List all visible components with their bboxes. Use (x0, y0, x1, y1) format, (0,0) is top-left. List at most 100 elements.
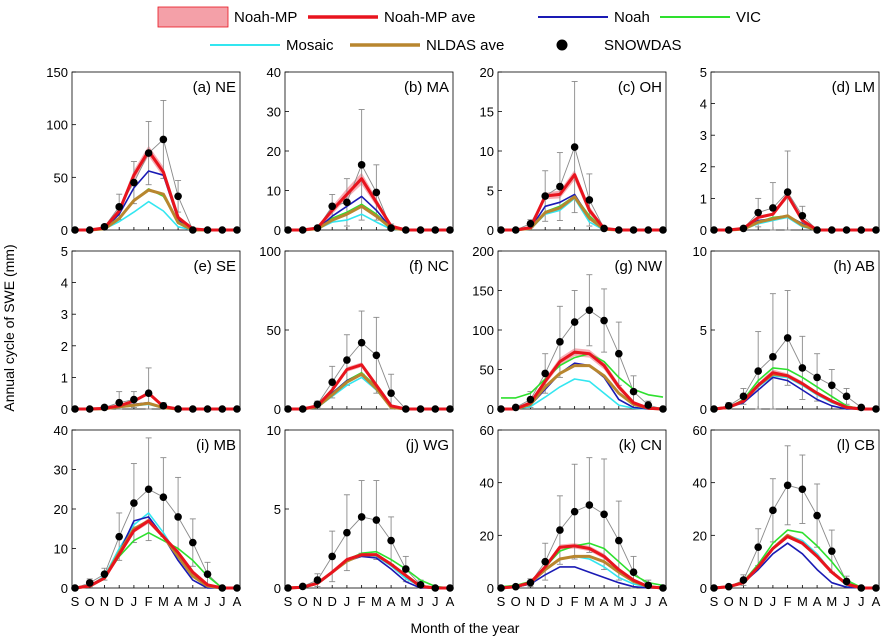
snowdas-point (783, 481, 792, 490)
snowdas-point (313, 224, 322, 232)
snowdas-point (857, 584, 866, 592)
x-tick-label: A (233, 594, 242, 609)
series-line-noah-mp-ave (713, 371, 876, 411)
series-line-noah-mp-ave (713, 535, 876, 590)
x-tick-label: M (187, 594, 198, 609)
x-tick-label: A (387, 594, 396, 609)
snowdas-point (402, 565, 410, 573)
legend-label: NLDAS ave (426, 37, 504, 54)
series-line-noah-mp-ave (74, 519, 237, 590)
snowdas-point (724, 582, 733, 591)
snowdas-point (813, 373, 821, 382)
snowdas-point (100, 570, 109, 578)
legend-label: Noah-MP ave (384, 9, 475, 26)
snowdas-point (600, 224, 608, 233)
x-tick-label: F (784, 594, 792, 609)
snowdas-point (629, 568, 638, 576)
snowdas-point (189, 538, 197, 547)
snowdas-point (754, 208, 762, 217)
snowdas-point (511, 582, 520, 591)
y-tick-label: 10 (480, 144, 494, 159)
x-tick-label: M (371, 594, 382, 609)
snowdas-point (372, 188, 381, 197)
snowdas-point (541, 369, 549, 378)
x-tick-label: J (344, 594, 351, 609)
y-tick-label: 20 (480, 528, 494, 543)
snowdas-point (724, 226, 733, 234)
snowdas-point (842, 226, 851, 234)
snowdas-point (585, 306, 594, 315)
snowdas-point (431, 584, 440, 592)
snowdas-point (357, 513, 366, 521)
snowdas-point (71, 226, 79, 234)
plot-area (71, 71, 241, 231)
y-tick-label: 20 (480, 65, 494, 80)
legend-item-vic: VIC (660, 9, 761, 26)
snowdas-point (710, 226, 718, 234)
snowdas-point (497, 405, 505, 413)
y-tick-label: 40 (54, 423, 68, 438)
y-tick-label: 0 (487, 223, 494, 238)
y-tick-label: 3 (700, 128, 707, 143)
snowdas-point (85, 405, 94, 413)
y-tick-label: 5 (700, 65, 707, 80)
snowdas-point (739, 224, 748, 233)
snowdas-point (629, 226, 638, 234)
snowdas-point (431, 226, 440, 234)
snowdas-point (629, 387, 638, 396)
plot-area (71, 250, 241, 410)
x-tick-label: M (613, 594, 624, 609)
snowdas-point (218, 405, 227, 413)
snowdas-point (100, 403, 109, 412)
y-tick-label: 30 (54, 463, 68, 478)
x-tick-label: M (584, 594, 595, 609)
snowdas-point (659, 405, 667, 413)
x-tick-label: D (327, 594, 336, 609)
legend-item-noah-mp: Noah-MP (157, 6, 297, 28)
x-tick-label: D (540, 594, 549, 609)
y-tick-label: 1 (700, 191, 707, 206)
snowdas-point (328, 378, 336, 386)
snowdas-point (130, 178, 138, 187)
y-tick-label: 150 (472, 284, 494, 299)
x-axis-label: Month of the year (411, 620, 520, 636)
snowdas-point (218, 226, 227, 234)
snowdas-point (644, 401, 653, 409)
y-tick-label: 10 (267, 423, 281, 438)
snowdas-point (402, 405, 410, 413)
y-tick-label: 5 (700, 323, 707, 338)
legend-label: Noah (614, 9, 650, 26)
y-tick-label: 40 (480, 476, 494, 491)
snowdas-point (402, 226, 410, 234)
y-tick-label: 15 (480, 105, 494, 120)
y-tick-label: 0 (61, 581, 68, 596)
snowdas-point (541, 192, 549, 200)
x-tick-label: F (571, 594, 579, 609)
x-tick-label: J (770, 594, 777, 609)
snowdas-point (387, 389, 395, 398)
x-tick-label: N (313, 594, 322, 609)
x-tick-label: S (71, 594, 80, 609)
y-axis-label: Annual cycle of SWE (mm) (1, 244, 17, 411)
snowdas-point (600, 510, 608, 519)
x-tick-label: M (158, 594, 169, 609)
snowdas-point (144, 389, 153, 398)
snowdas-point (857, 226, 866, 234)
y-tick-label: 10 (267, 184, 281, 199)
snowdas-point (343, 528, 351, 537)
legend-marker (556, 39, 568, 51)
y-tick-label: 100 (472, 323, 494, 338)
panel-title: (b) MA (404, 79, 449, 96)
snowdas-point (828, 226, 836, 234)
y-tick-label: 30 (267, 105, 281, 120)
snowdas-point (431, 405, 440, 413)
y-tick-label: 150 (46, 65, 68, 80)
snowdas-point (724, 402, 733, 410)
x-tick-label: A (174, 594, 183, 609)
snowdas-point (416, 226, 425, 234)
y-tick-label: 1 (61, 370, 68, 385)
